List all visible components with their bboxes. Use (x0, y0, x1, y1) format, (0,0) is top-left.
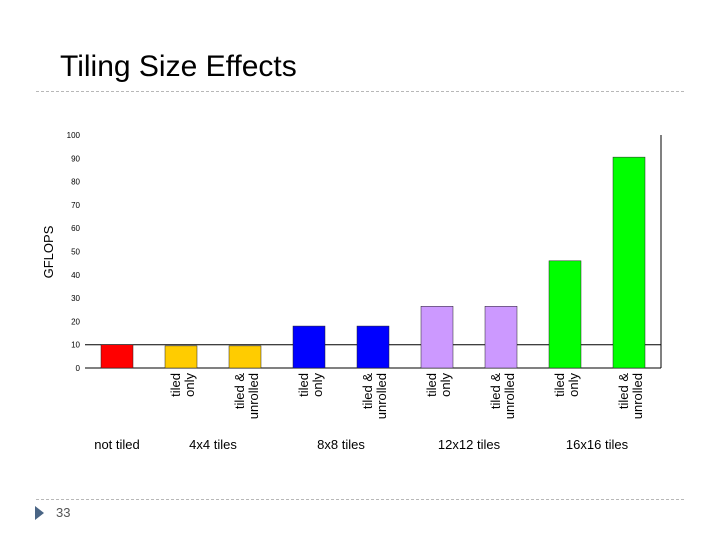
group-label: 4x4 tiles (189, 437, 237, 452)
y-tick-label: 80 (71, 178, 80, 187)
y-tick-label: 60 (71, 224, 80, 233)
bar-sublabel: tiled &unrolled (360, 373, 389, 420)
group-label: not tiled (94, 437, 140, 452)
y-axis-label: GFLOPS (41, 225, 56, 278)
bar (292, 325, 326, 369)
bar (420, 306, 454, 369)
bar (548, 260, 582, 369)
bar (356, 325, 390, 369)
footer-arrow-icon (35, 506, 44, 520)
bar-sublabel: tiled &unrolled (616, 373, 645, 420)
bar (100, 344, 134, 369)
title-divider (36, 91, 684, 92)
bar-sublabel: tiledonly (424, 373, 453, 397)
group-label: 16x16 tiles (566, 437, 629, 452)
slide-number: 33 (56, 505, 71, 520)
y-tick-label: 50 (71, 248, 80, 257)
bar-sublabel: tiledonly (168, 373, 197, 397)
y-tick-label: 90 (71, 154, 80, 163)
y-tick-label: 20 (71, 317, 80, 326)
y-tick-label: 10 (71, 341, 80, 350)
y-tick-label: 0 (76, 364, 81, 373)
y-tick-label: 100 (67, 131, 81, 140)
group-label: 8x8 tiles (317, 437, 365, 452)
bar-sublabel: tiled &unrolled (488, 373, 517, 420)
bar (612, 156, 646, 369)
y-tick-label: 30 (71, 294, 80, 303)
bar (164, 345, 198, 369)
bar-sublabel: tiledonly (296, 373, 325, 397)
bar-sublabel: tiledonly (552, 373, 581, 397)
bar-sublabel: tiled &unrolled (232, 373, 261, 420)
group-label: 12x12 tiles (438, 437, 501, 452)
bar (228, 345, 262, 369)
bar (484, 306, 518, 369)
y-tick-label: 70 (71, 201, 80, 210)
slide-title: Tiling Size Effects (60, 50, 297, 83)
y-tick-label: 40 (71, 271, 80, 280)
footer-divider (36, 499, 684, 500)
